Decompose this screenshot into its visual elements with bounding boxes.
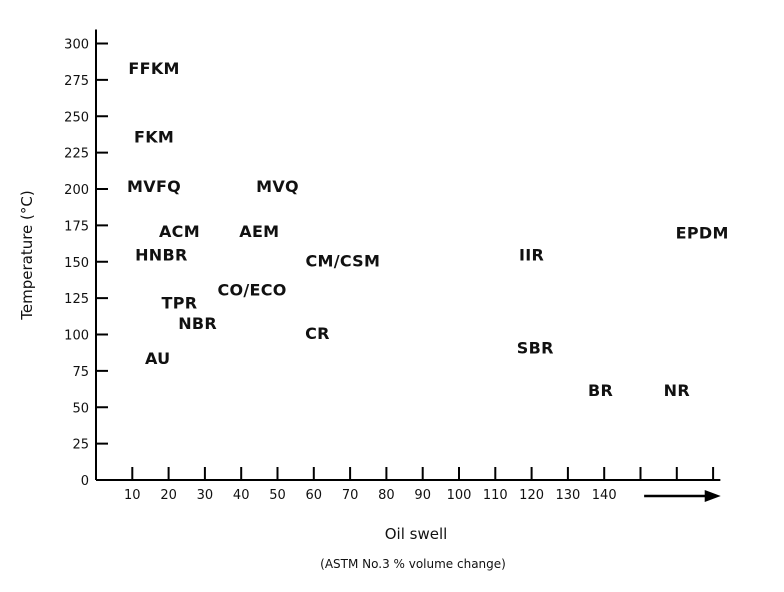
point-label-tpr: TPR: [162, 293, 198, 312]
y-tick-label: 125: [64, 292, 89, 307]
point-label-nr: NR: [664, 381, 690, 400]
y-tick-label: 300: [64, 38, 89, 53]
point-label-epdm: EPDM: [676, 224, 729, 243]
y-tick-label: 275: [64, 74, 89, 89]
y-tick-label: 0: [81, 474, 89, 489]
x-tick-label: 60: [306, 488, 323, 503]
point-label-acm: ACM: [159, 222, 200, 241]
y-tick-label: 75: [72, 365, 89, 380]
x-axis-title: Oil swell: [385, 525, 448, 543]
x-tick-label: 130: [555, 488, 580, 503]
point-label-mvq: MVQ: [256, 177, 299, 196]
y-tick-label: 200: [64, 183, 89, 198]
point-label-fkm: FKM: [134, 128, 174, 147]
point-label-aem: AEM: [239, 222, 279, 241]
x-tick-label: 70: [342, 488, 359, 503]
x-tick-label: 40: [233, 488, 250, 503]
y-ticks: 0 25 50 75 100 125 150 175 200 225 250 275 300: [64, 38, 108, 489]
x-axis-subtitle: (ASTM No.3 % volume change): [320, 557, 506, 571]
x-tick-label: 90: [414, 488, 431, 503]
x-tick-label: 50: [269, 488, 286, 503]
x-tick-label: 30: [197, 488, 214, 503]
arrow-right-icon: [644, 490, 721, 502]
x-tick-label: 140: [592, 488, 617, 503]
point-label-iir: IIR: [519, 245, 544, 264]
point-label-mvfq: MVFQ: [127, 177, 181, 196]
x-tick-label: 120: [519, 488, 544, 503]
point-label-cm-csm: CM/CSM: [305, 251, 380, 270]
point-label-ffkm: FFKM: [128, 59, 179, 78]
y-tick-label: 225: [64, 147, 89, 162]
point-labels: FFKM FKM MVFQ MVQ ACM AEM EPDM HNBR IIR CM/CSM CO/…: [127, 59, 729, 400]
y-tick-label: 25: [72, 438, 89, 453]
y-tick-label: 100: [64, 329, 89, 344]
y-tick-label: 175: [64, 219, 89, 234]
x-tick-label: 110: [483, 488, 508, 503]
x-tick-label: 80: [378, 488, 395, 503]
x-ticks: 10 20 30 40 50 60 70 80 90 100 110 120 130 140: [124, 467, 715, 503]
point-label-br: BR: [588, 381, 613, 400]
y-axis-title: Temperature (°C): [18, 190, 36, 320]
x-tick-label: 20: [160, 488, 177, 503]
point-label-cr: CR: [305, 324, 330, 343]
x-tick-label: 10: [124, 488, 141, 503]
x-tick-label: 100: [447, 488, 472, 503]
point-label-sbr: SBR: [517, 339, 554, 358]
point-label-au: AU: [145, 349, 170, 368]
y-tick-label: 50: [72, 401, 89, 416]
point-label-nbr: NBR: [178, 314, 217, 333]
y-tick-label: 150: [64, 256, 89, 271]
y-tick-label: 250: [64, 110, 89, 125]
point-label-co-eco: CO/ECO: [217, 280, 286, 299]
point-label-hnbr: HNBR: [135, 245, 188, 264]
